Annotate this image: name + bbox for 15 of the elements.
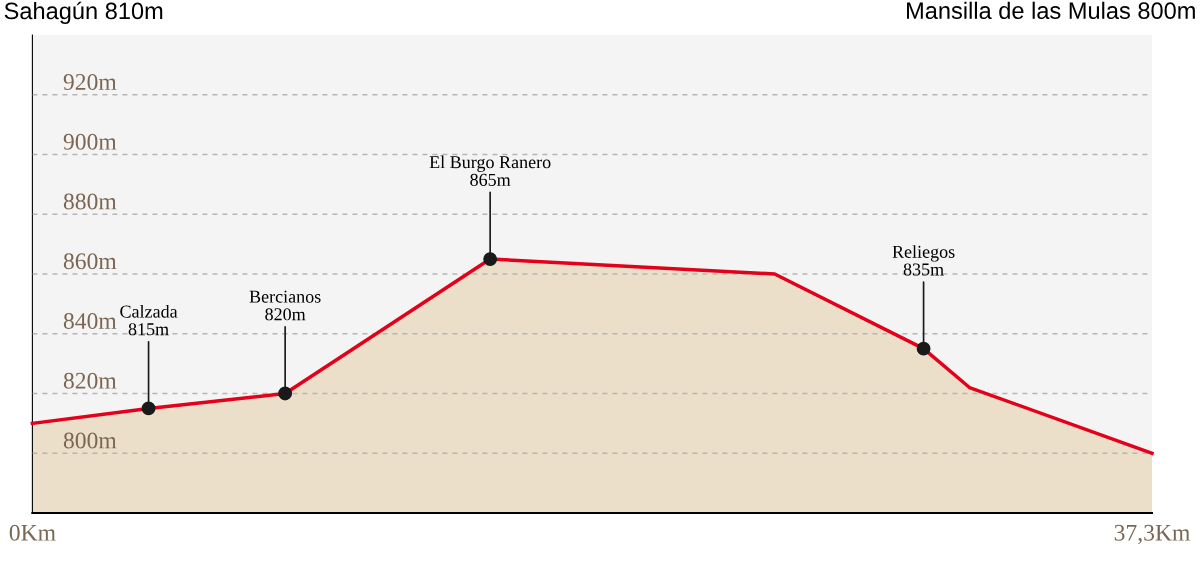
y-tick-label: 900m (63, 133, 117, 150)
annotation: Calzada 815m (120, 304, 178, 336)
y-tick-label: 800m (63, 432, 117, 449)
x-tick-label: 37,3Km (1114, 524, 1190, 545)
y-tick-label: 840m (63, 313, 117, 329)
y-tick-label: 880m (63, 193, 117, 210)
annotation: Bercianos 820m (249, 290, 321, 321)
y-tick-label: 860m (63, 253, 117, 270)
y-tick-label: 920m (63, 74, 117, 90)
chart-title: Sahagún 810m (4, 1, 163, 24)
chart-subtitle: Mansilla de las Mulas 800m (907, 1, 1195, 20)
annotation: El Burgo Ranero 865m (429, 155, 551, 186)
y-tick-label: 820m (63, 372, 117, 389)
annotation: Reliegos 835m (892, 245, 955, 276)
x-tick-label: 0Km (9, 524, 56, 541)
